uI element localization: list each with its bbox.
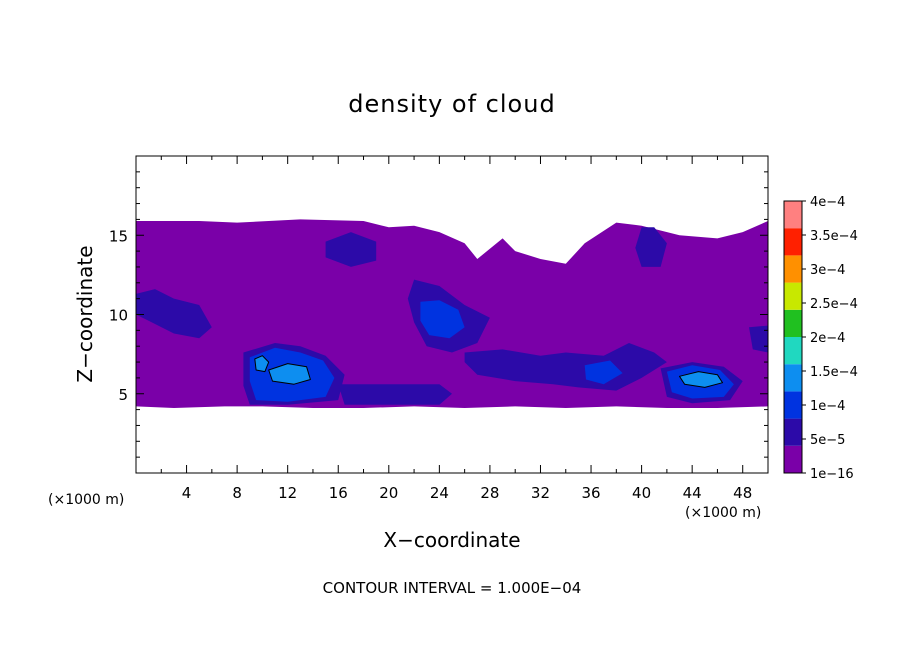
cloud-region-level-1 xyxy=(136,289,212,339)
cloud-region-level-3 xyxy=(254,355,270,373)
x-unit-left: (×1000 m) xyxy=(48,492,124,508)
x-tick-label: 36 xyxy=(581,484,600,502)
x-tick-label: 8 xyxy=(232,484,242,502)
y-tick-label: 10 xyxy=(109,307,128,325)
x-tick-label: 24 xyxy=(430,484,449,502)
colorbar-swatch xyxy=(784,445,802,473)
plot-area xyxy=(136,219,768,408)
x-axis: 4 8 12 16 20 24 28 32 36 40 44 48 xyxy=(160,156,752,502)
cloud-region-level-2 xyxy=(584,360,623,385)
y-tick-label: 15 xyxy=(109,227,128,245)
x-tick-label: 16 xyxy=(329,484,348,502)
colorbar-label: 3.5e−4 xyxy=(810,229,858,244)
y-axis-title: Z−coordinate xyxy=(73,245,97,382)
y-tick-label: 5 xyxy=(118,386,128,404)
x-tick-label: 44 xyxy=(683,484,702,502)
colorbar: 1e−16 5e−5 1e−4 1.5e−4 2e−4 2.5e−4 3e−4 3.5e−4 4… xyxy=(783,195,858,482)
colorbar-swatch xyxy=(784,337,802,365)
colorbar-label: 3e−4 xyxy=(810,263,845,278)
cloud-region-level-1 xyxy=(325,232,377,267)
colorbar-swatch xyxy=(784,364,802,392)
colorbar-label: 5e−5 xyxy=(810,433,845,448)
cloud-region-level-3 xyxy=(268,363,311,385)
x-tick-label: 12 xyxy=(278,484,297,502)
colorbar-label: 2.5e−4 xyxy=(810,297,858,312)
cloud-region-level-1 xyxy=(635,227,667,267)
colorbar-swatch xyxy=(784,282,802,310)
colorbar-swatch xyxy=(784,391,802,419)
cloud-region-level-1 xyxy=(464,343,667,391)
colorbar-swatch xyxy=(784,201,802,229)
colorbar-swatch xyxy=(784,228,802,256)
y-axis: 5 10 15 xyxy=(109,171,768,458)
cloud-region-level-1 xyxy=(749,325,768,353)
colorbar-label: 1e−4 xyxy=(810,399,845,414)
colorbar-label: 1.5e−4 xyxy=(810,365,858,380)
cloud-region-level-3 xyxy=(679,371,723,388)
x-tick-label: 32 xyxy=(531,484,550,502)
colorbar-label: 4e−4 xyxy=(810,195,845,210)
x-tick-label: 4 xyxy=(182,484,192,502)
colorbar-swatch xyxy=(784,418,802,446)
chart-title: density of cloud xyxy=(348,90,555,118)
x-tick-label: 40 xyxy=(632,484,651,502)
colorbar-label: 1e−16 xyxy=(810,467,854,482)
x-tick-label: 20 xyxy=(379,484,398,502)
x-unit-right: (×1000 m) xyxy=(685,505,761,521)
colorbar-swatch xyxy=(784,309,802,337)
x-axis-title: X−coordinate xyxy=(383,528,520,552)
cloud-region-level-2 xyxy=(420,300,465,339)
colorbar-swatch xyxy=(784,255,802,283)
cloud-region-level-1 xyxy=(338,384,452,405)
x-tick-label: 48 xyxy=(733,484,752,502)
contour-interval-note: CONTOUR INTERVAL = 1.000E−04 xyxy=(323,579,582,597)
x-tick-label: 28 xyxy=(480,484,499,502)
colorbar-label: 2e−4 xyxy=(810,331,845,346)
